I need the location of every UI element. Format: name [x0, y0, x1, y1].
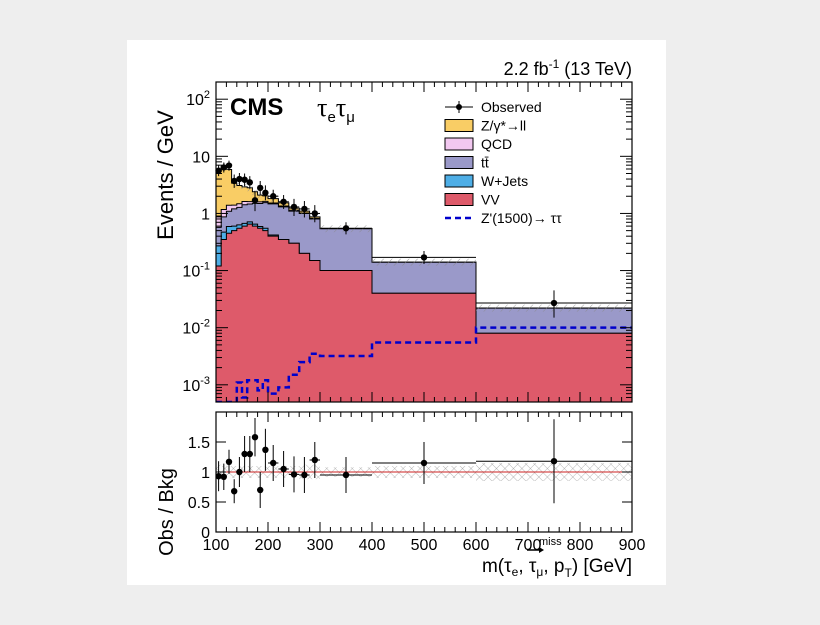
x-tick-label: 500 — [411, 537, 438, 554]
legend-entry: W+Jets — [444, 173, 528, 189]
observed-point — [220, 164, 227, 171]
legend: Observed Z/γ*→ll QCD tt̄ W+Jets VV Z'(1500)→ τ… — [444, 99, 562, 226]
x-tick-label: 400 — [359, 537, 386, 554]
ratio-point — [270, 459, 277, 467]
observed-point — [262, 189, 269, 196]
ratio-point — [257, 486, 264, 494]
observed-point — [257, 184, 264, 192]
observed-point — [311, 210, 318, 217]
ratio-y-axis-label: Obs / Bkg — [156, 468, 178, 556]
ratio-point — [280, 465, 287, 473]
ratio-point — [290, 471, 298, 478]
x-tick-label: 900 — [619, 537, 646, 554]
cms-label: CMS — [230, 94, 283, 121]
ratio-point — [311, 456, 318, 464]
channel-label: τeτμ — [317, 93, 355, 126]
legend-entry: QCD — [444, 136, 512, 152]
legend-label: tt̄ — [481, 155, 489, 171]
observed-point — [550, 299, 558, 307]
legend-swatch — [444, 156, 474, 169]
vector-arrow-icon — [527, 547, 544, 553]
main-plot: 10-3 10-2 10-1 1 10 102 — [182, 81, 633, 403]
histogram-vv — [216, 223, 632, 402]
cms-figure: 10-3 10-2 10-1 1 10 102 0 0.5 1 1.5 100 200 300 400 5… — [153, 57, 646, 580]
ratio-point — [246, 450, 253, 458]
observed-point — [270, 193, 277, 200]
observed-point — [420, 254, 428, 261]
x-axis-label-miss: miss — [539, 536, 562, 548]
x-tick-label: 300 — [307, 537, 334, 554]
legend-entry: tt̄ — [444, 155, 489, 171]
ratio-point — [231, 488, 238, 495]
ratio-point — [241, 450, 248, 458]
ratio-point — [550, 458, 558, 465]
signal-line — [216, 326, 632, 402]
y-tick-label: 10 — [192, 149, 210, 166]
ratio-point — [342, 471, 350, 479]
ratio-y-tick-label: 1 — [201, 465, 210, 482]
observed-point — [231, 177, 238, 185]
legend-entry: Z'(1500)→ ττ — [445, 210, 562, 226]
stacked-histograms — [216, 162, 632, 402]
y-tick-label: 102 — [186, 89, 210, 109]
ratio-content — [216, 418, 632, 508]
y-tick-label: 10-2 — [182, 318, 210, 338]
legend-label: Observed — [481, 99, 542, 115]
legend-marker — [456, 104, 462, 110]
observed-point — [251, 197, 259, 204]
y-tick-label: 1 — [201, 206, 210, 223]
x-tick-label: 700 — [515, 537, 542, 554]
observed-point — [290, 203, 298, 211]
legend-swatch — [444, 174, 474, 188]
observed-point — [225, 162, 233, 169]
ratio-plot: 0 0.5 1 1.5 100 200 300 400 500 600 700 800 900 — [188, 411, 646, 554]
figure-panel: 10-3 10-2 10-1 1 10 102 0 0.5 1 1.5 100 200 300 400 5… — [127, 40, 666, 585]
ratio-point — [225, 458, 233, 465]
y-tick-label: 10-1 — [182, 261, 210, 281]
ratio-point — [301, 471, 308, 479]
legend-entry: Z/γ*→ll — [444, 118, 526, 134]
ratio-y-tick-label: 0 — [201, 525, 210, 542]
legend-label: QCD — [481, 136, 512, 152]
legend-label: Z'(1500)→ ττ — [481, 210, 562, 226]
ratio-y-tick-label: 1.5 — [188, 435, 210, 452]
ratio-point — [262, 446, 269, 453]
legend-label: VV — [481, 192, 500, 208]
observed-point — [241, 176, 248, 183]
ratio-point — [236, 468, 243, 476]
legend-swatch — [444, 193, 474, 206]
observed-point — [236, 175, 243, 183]
legend-entry: VV — [444, 192, 500, 208]
observed-point — [342, 225, 350, 232]
observed-point — [280, 198, 287, 205]
ratio-y-tick-label: 0.5 — [188, 495, 210, 512]
legend-label: Z/γ*→ll — [481, 118, 526, 134]
legend-entry: Observed — [445, 99, 542, 115]
uncertainty-band — [236, 182, 242, 189]
ratio-point — [420, 459, 428, 467]
x-tick-label: 600 — [463, 537, 490, 554]
x-axis-label: m(τe, τμ, pT) [GeV] — [482, 556, 632, 580]
y-axis-label: Events / GeV — [153, 110, 178, 240]
ratio-point — [220, 473, 227, 480]
uncertainty-band — [257, 191, 263, 199]
ratio-point — [251, 434, 259, 441]
uncertainty-band — [242, 183, 248, 191]
lumi-label: 2.2 fb-1 (13 TeV) — [504, 57, 632, 79]
observed-point — [301, 205, 308, 213]
x-tick-label: 800 — [567, 537, 594, 554]
legend-label: W+Jets — [481, 173, 528, 189]
observed-point — [246, 179, 253, 186]
y-tick-label: 10-3 — [182, 375, 210, 395]
ratio-point — [216, 473, 222, 480]
x-tick-label: 100 — [203, 537, 230, 554]
x-tick-label: 200 — [255, 537, 282, 554]
legend-swatch — [444, 119, 474, 132]
legend-swatch — [444, 137, 474, 151]
